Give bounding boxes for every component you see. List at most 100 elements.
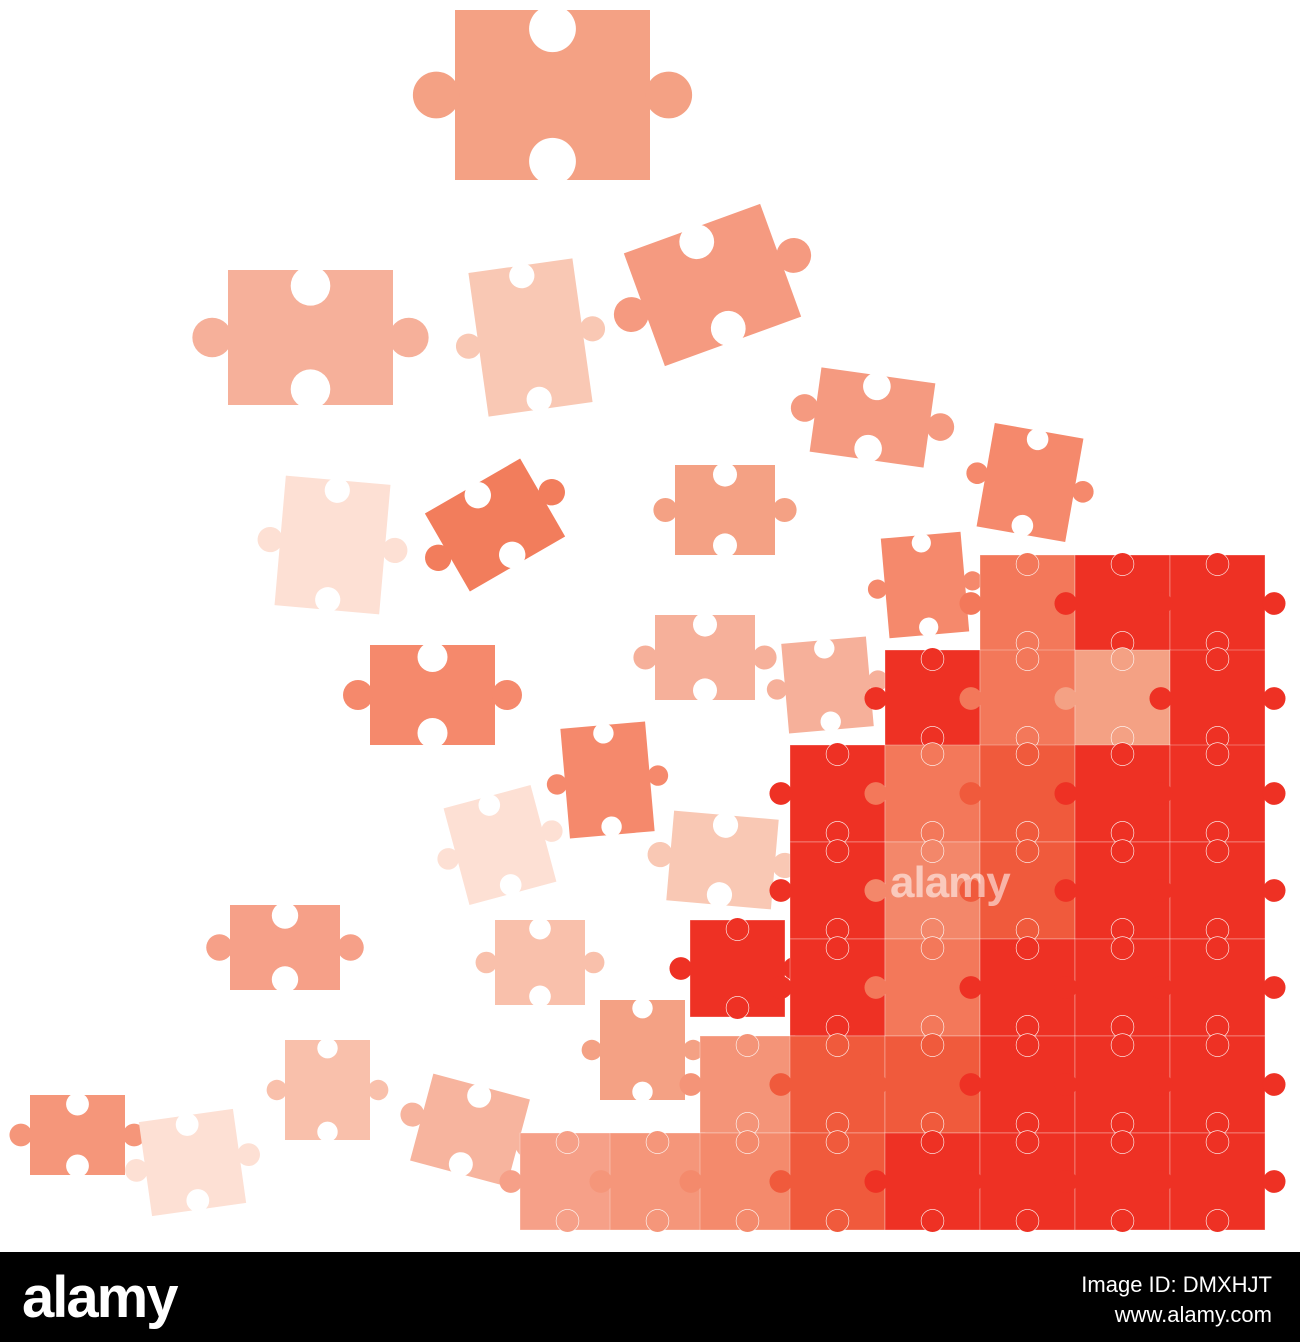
piece-hole — [417, 642, 448, 672]
piece-hole — [509, 263, 535, 289]
piece-knob — [1149, 1170, 1173, 1193]
piece-hole — [645, 1209, 670, 1233]
puzzle-piece — [867, 531, 983, 639]
piece-hole — [1205, 1130, 1230, 1154]
piece-knob — [613, 297, 649, 332]
piece-knob — [192, 317, 232, 358]
piece-knob — [1149, 879, 1173, 902]
piece-knob — [959, 782, 983, 805]
piece-knob — [647, 841, 673, 868]
piece-body — [424, 458, 566, 592]
piece-knob — [367, 1079, 389, 1101]
piece-body — [781, 636, 874, 734]
piece-hole — [911, 533, 931, 553]
piece-knob — [1054, 1170, 1078, 1193]
puzzle-piece — [400, 1073, 540, 1187]
puzzle-piece — [1054, 552, 1191, 655]
piece-knob — [389, 317, 429, 358]
piece-hole — [66, 1154, 89, 1178]
piece-knob — [412, 71, 460, 119]
piece-hole — [920, 1130, 945, 1154]
piece-hole — [529, 5, 576, 53]
piece-body — [410, 1073, 530, 1187]
piece-hole — [467, 1083, 492, 1108]
piece-knob — [959, 687, 983, 710]
piece-hole — [920, 839, 945, 863]
piece-knob — [455, 333, 482, 359]
piece-hole — [725, 917, 750, 941]
piece-hole — [499, 874, 522, 896]
piece-knob — [959, 976, 983, 999]
piece-hole — [920, 742, 945, 766]
piece-hole — [1026, 428, 1049, 451]
piece-hole — [1015, 1130, 1040, 1154]
puzzle-piece — [647, 810, 798, 910]
piece-knob — [769, 1073, 793, 1096]
piece-knob — [962, 571, 983, 591]
puzzle-piece — [343, 642, 522, 748]
piece-hole — [854, 434, 882, 463]
piece-knob — [206, 934, 233, 961]
piece-knob — [1054, 976, 1078, 999]
puzzle-piece — [546, 721, 669, 839]
puzzle-piece — [266, 1037, 389, 1143]
piece-hole — [825, 1033, 850, 1057]
piece-hole — [290, 369, 331, 409]
piece-knob — [400, 1102, 425, 1127]
piece-hole — [1015, 1033, 1040, 1057]
piece-body — [468, 258, 593, 417]
image-id: Image ID: DMXHJT — [1081, 1272, 1272, 1297]
piece-knob — [337, 934, 364, 961]
piece-knob — [679, 1170, 703, 1193]
footer-bar: alamy Image ID: DMXHJT www.alamy.com — [0, 1252, 1300, 1342]
piece-knob — [959, 879, 983, 902]
piece-knob — [1262, 592, 1286, 615]
piece-hole — [1110, 742, 1135, 766]
piece-hole — [710, 310, 746, 346]
piece-hole — [920, 936, 945, 960]
piece-hole — [693, 678, 717, 703]
piece-hole — [693, 612, 717, 637]
piece-hole — [271, 902, 299, 929]
puzzle-piece — [455, 258, 606, 417]
puzzle-piece — [1149, 742, 1286, 845]
piece-knob — [864, 1073, 888, 1096]
piece-hole — [324, 477, 350, 503]
piece-knob — [867, 670, 889, 691]
piece-knob — [538, 479, 565, 506]
piece-knob — [653, 498, 678, 522]
piece-knob — [752, 645, 777, 670]
piece-hole — [919, 617, 939, 637]
piece-knob — [9, 1123, 33, 1147]
piece-knob — [682, 1039, 704, 1061]
piece-hole — [825, 1130, 850, 1154]
piece-knob — [790, 394, 819, 422]
puzzle-piece — [1149, 936, 1286, 1039]
piece-hole — [601, 816, 622, 837]
piece-hole — [1110, 1033, 1135, 1057]
puzzle-piece — [769, 1130, 906, 1233]
puzzle-piece — [1149, 1033, 1286, 1136]
piece-knob — [546, 774, 568, 795]
piece-hole — [478, 794, 501, 816]
piece-knob — [425, 544, 452, 571]
piece-knob — [1054, 592, 1078, 615]
puzzle-piece — [1149, 839, 1286, 942]
piece-knob — [237, 1143, 260, 1167]
watermark: alamy — [890, 858, 1011, 907]
piece-knob — [581, 1039, 603, 1061]
piece-knob — [864, 782, 888, 805]
piece-knob — [959, 1073, 983, 1096]
footer-logo: alamy — [22, 1265, 178, 1330]
piece-hole — [632, 997, 653, 1019]
piece-hole — [186, 1189, 210, 1212]
piece-hole — [920, 1033, 945, 1057]
piece-hole — [593, 723, 614, 744]
piece-hole — [735, 1209, 760, 1233]
piece-knob — [1262, 782, 1286, 805]
piece-hole — [713, 462, 737, 487]
puzzle-piece — [257, 475, 408, 615]
piece-knob — [645, 71, 693, 119]
piece-hole — [735, 1130, 760, 1154]
